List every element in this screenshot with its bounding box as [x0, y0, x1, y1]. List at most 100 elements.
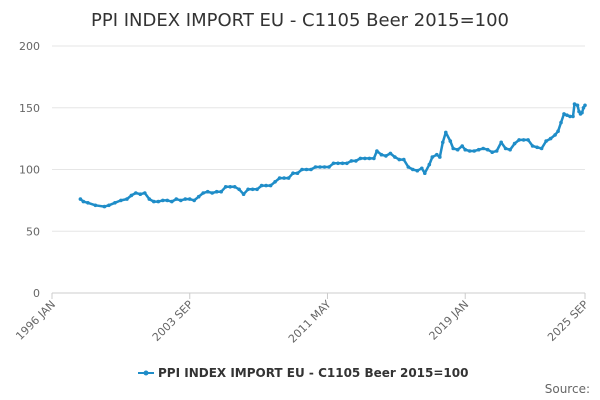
data-point[interactable]: [485, 147, 490, 152]
data-point[interactable]: [397, 157, 402, 162]
data-point[interactable]: [93, 203, 98, 208]
data-point[interactable]: [125, 197, 129, 201]
data-point[interactable]: [463, 147, 468, 152]
data-point[interactable]: [512, 141, 517, 146]
data-point[interactable]: [219, 189, 223, 194]
data-point[interactable]: [420, 166, 424, 171]
data-point[interactable]: [535, 145, 539, 150]
data-point[interactable]: [331, 161, 336, 166]
data-point[interactable]: [309, 167, 313, 172]
data-point[interactable]: [539, 146, 544, 151]
data-point[interactable]: [214, 189, 219, 194]
data-point[interactable]: [568, 114, 572, 119]
data-point[interactable]: [192, 198, 196, 203]
data-point[interactable]: [277, 176, 282, 180]
data-point[interactable]: [530, 144, 535, 148]
data-point[interactable]: [143, 191, 147, 195]
data-point[interactable]: [476, 147, 481, 152]
data-point[interactable]: [152, 199, 156, 204]
data-point[interactable]: [313, 165, 318, 169]
data-point[interactable]: [264, 183, 268, 188]
data-point[interactable]: [327, 165, 331, 169]
data-point[interactable]: [196, 194, 201, 199]
data-point[interactable]: [451, 146, 456, 151]
data-point[interactable]: [375, 149, 379, 153]
data-point[interactable]: [237, 187, 241, 192]
data-point[interactable]: [448, 139, 453, 143]
data-point[interactable]: [78, 197, 83, 201]
data-point[interactable]: [147, 197, 152, 201]
data-point[interactable]: [580, 110, 584, 115]
data-point[interactable]: [562, 112, 566, 116]
data-point[interactable]: [526, 138, 530, 142]
data-point[interactable]: [415, 168, 420, 173]
data-point[interactable]: [430, 155, 435, 159]
data-point[interactable]: [129, 193, 134, 198]
data-point[interactable]: [113, 201, 117, 205]
data-point[interactable]: [583, 103, 587, 108]
data-point[interactable]: [232, 185, 237, 189]
data-point[interactable]: [379, 152, 384, 157]
data-point[interactable]: [349, 159, 354, 163]
data-point[interactable]: [435, 152, 439, 157]
data-point[interactable]: [107, 203, 111, 208]
data-point[interactable]: [119, 198, 123, 203]
data-point[interactable]: [165, 198, 170, 203]
data-point[interactable]: [268, 183, 273, 188]
data-point[interactable]: [286, 176, 291, 180]
data-point[interactable]: [548, 136, 553, 141]
data-point[interactable]: [205, 189, 210, 194]
data-point[interactable]: [250, 187, 255, 192]
data-point[interactable]: [345, 161, 349, 166]
data-point[interactable]: [372, 156, 376, 161]
series-path[interactable]: [79, 102, 587, 208]
data-point[interactable]: [322, 165, 327, 169]
data-point[interactable]: [544, 139, 548, 143]
data-point[interactable]: [384, 154, 388, 158]
data-point[interactable]: [467, 149, 472, 153]
data-point[interactable]: [246, 187, 250, 192]
data-point[interactable]: [273, 180, 277, 184]
data-point[interactable]: [460, 144, 465, 148]
data-point[interactable]: [411, 167, 415, 172]
data-point[interactable]: [259, 183, 264, 188]
data-point[interactable]: [572, 102, 577, 106]
data-point[interactable]: [223, 185, 228, 189]
data-point[interactable]: [86, 201, 90, 205]
data-point[interactable]: [444, 130, 448, 135]
data-point[interactable]: [318, 165, 322, 169]
data-point[interactable]: [174, 197, 179, 201]
data-point[interactable]: [556, 129, 560, 133]
data-point[interactable]: [340, 161, 345, 166]
data-point[interactable]: [423, 171, 427, 175]
data-point[interactable]: [295, 171, 300, 175]
data-point[interactable]: [170, 199, 174, 204]
data-point[interactable]: [134, 191, 138, 195]
data-point[interactable]: [255, 187, 259, 192]
data-point[interactable]: [503, 146, 508, 151]
data-point[interactable]: [494, 149, 499, 153]
data-point[interactable]: [201, 191, 205, 195]
legend[interactable]: PPI INDEX IMPORT EU - C1105 Beer 2015=10…: [138, 366, 468, 380]
data-point[interactable]: [228, 185, 232, 189]
data-point[interactable]: [575, 103, 580, 108]
data-point[interactable]: [402, 157, 406, 162]
data-point[interactable]: [183, 197, 188, 201]
data-point[interactable]: [187, 197, 192, 201]
data-point[interactable]: [363, 156, 367, 161]
data-point[interactable]: [179, 198, 183, 203]
data-point[interactable]: [472, 149, 477, 153]
data-point[interactable]: [138, 192, 143, 196]
data-point[interactable]: [388, 151, 393, 156]
data-point[interactable]: [490, 150, 495, 154]
data-point[interactable]: [102, 204, 107, 209]
data-point[interactable]: [517, 138, 521, 142]
data-point[interactable]: [438, 155, 442, 159]
data-point[interactable]: [304, 167, 309, 172]
data-point[interactable]: [406, 165, 411, 169]
data-point[interactable]: [571, 114, 575, 119]
data-point[interactable]: [565, 113, 569, 117]
data-point[interactable]: [427, 162, 432, 167]
data-point[interactable]: [358, 156, 363, 161]
data-point[interactable]: [499, 140, 504, 145]
